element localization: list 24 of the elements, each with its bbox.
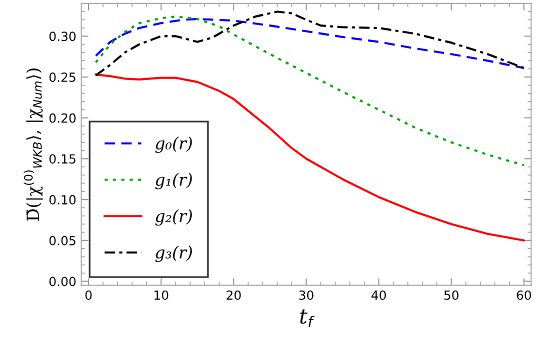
x-tick-label: 50 (444, 290, 458, 300)
line-series (94, 18, 525, 70)
legend-label: g₀(r) (155, 136, 192, 153)
y-tick-label: 0.10 (49, 195, 76, 204)
x-tick-label: 20 (226, 290, 241, 300)
x-tick-label: 0 (85, 290, 92, 300)
y-tick-label: 0.25 (49, 72, 76, 82)
legend-label: g₂(r) (155, 209, 192, 226)
line-series (94, 74, 525, 242)
x-tick-label: 10 (154, 290, 168, 300)
x-axis-title: t$_{f}$ (300, 309, 315, 327)
x-tick-label: 60 (516, 290, 532, 300)
legend-label: g₁(r) (155, 172, 192, 190)
legend-label: g₃(r) (155, 246, 192, 262)
y-tick-label: 0.05 (49, 236, 76, 246)
x-tick-label: 40 (371, 290, 386, 300)
line-series (94, 16, 525, 166)
y-tick-label: 0.15 (49, 154, 76, 164)
line-series (94, 10, 525, 76)
x-tick-label: 30 (299, 290, 314, 300)
y-tick-label: 0.30 (49, 32, 76, 42)
y-tick-label: 0.20 (49, 113, 76, 123)
y-tick-label: 0.00 (49, 276, 76, 286)
y-axis-title: D̄(|χ$^{(0)}$$_{WKB}$⟩, |χ$_{Num}$⟩) (24, 68, 43, 221)
